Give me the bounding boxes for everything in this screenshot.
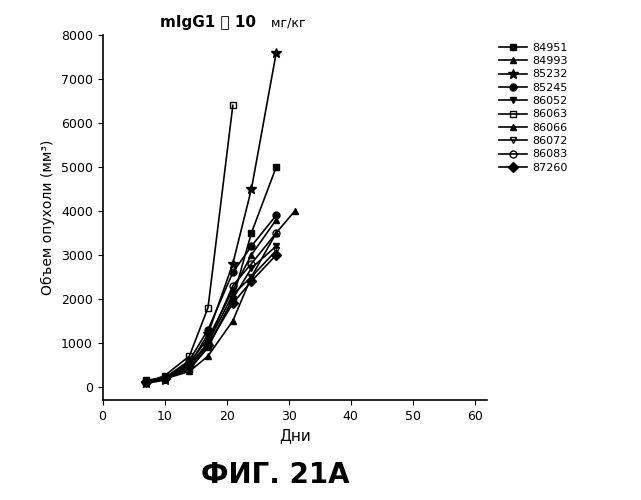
85245 [204,326,212,332]
86066 [247,252,255,258]
86072 [161,374,169,380]
86063 [204,304,212,310]
85245 [272,212,280,218]
86052 [247,265,255,271]
86052 [204,344,212,350]
Y-axis label: Объем опухоли (мм³): Объем опухоли (мм³) [41,140,55,295]
86052 [272,243,280,249]
86052 [161,376,169,382]
86072 [272,248,280,254]
85245 [247,243,255,249]
84951 [142,377,150,383]
84951 [161,375,169,381]
84993 [204,353,212,359]
87260 [272,252,280,258]
86083 [142,380,150,386]
Line: 85245: 85245 [142,212,279,385]
86066 [204,336,212,342]
84951 [229,296,237,302]
Line: 85232: 85232 [141,48,281,388]
86066 [229,287,237,293]
86072 [229,292,237,298]
86066 [185,360,193,366]
87260 [204,342,212,348]
Line: 84993: 84993 [142,208,298,386]
87260 [229,300,237,306]
84993 [247,274,255,280]
84993 [161,376,169,382]
86072 [247,274,255,280]
86083 [204,340,212,346]
84993 [291,208,299,214]
85245 [161,375,169,381]
86083 [185,364,193,370]
Line: 84951: 84951 [142,164,279,384]
86063 [185,353,193,359]
87260 [142,379,150,385]
84951 [204,344,212,350]
Line: 86063: 86063 [142,102,237,386]
85245 [142,378,150,384]
84993 [142,380,150,386]
84951 [272,164,280,170]
84993 [185,368,193,374]
85245 [185,358,193,364]
Text: мг/кг: мг/кг [263,16,305,29]
86083 [272,230,280,236]
86063 [229,102,237,108]
Line: 86083: 86083 [142,230,279,386]
86063 [161,373,169,379]
86066 [161,375,169,381]
87260 [185,362,193,368]
Line: 86066: 86066 [142,216,279,386]
86066 [142,379,150,385]
86072 [204,340,212,346]
Text: mIgG1 ⓐ 10: mIgG1 ⓐ 10 [160,15,256,30]
X-axis label: Дни: Дни [279,428,311,444]
86083 [247,260,255,266]
85232 [247,186,255,192]
85232 [161,377,169,383]
85232 [229,260,237,266]
86066 [272,216,280,222]
86083 [161,376,169,382]
84951 [185,366,193,372]
86072 [142,378,150,384]
84993 [229,318,237,324]
87260 [247,278,255,284]
84951 [247,230,255,236]
86052 [185,366,193,372]
Text: ФИГ. 21А: ФИГ. 21А [201,461,350,489]
86052 [142,380,150,386]
86083 [229,282,237,288]
86052 [229,296,237,302]
86072 [185,362,193,368]
85232 [185,362,193,368]
Line: 86072: 86072 [142,247,279,384]
85232 [142,380,150,386]
Line: 86052: 86052 [142,242,279,386]
Legend: 84951, 84993, 85232, 85245, 86052, 86063, 86066, 86072, 86083, 87260: 84951, 84993, 85232, 85245, 86052, 86063… [497,40,570,175]
86063 [142,380,150,386]
84993 [272,230,280,236]
85245 [229,270,237,276]
85232 [272,50,280,56]
87260 [161,374,169,380]
Line: 87260: 87260 [142,252,279,386]
85232 [204,331,212,337]
